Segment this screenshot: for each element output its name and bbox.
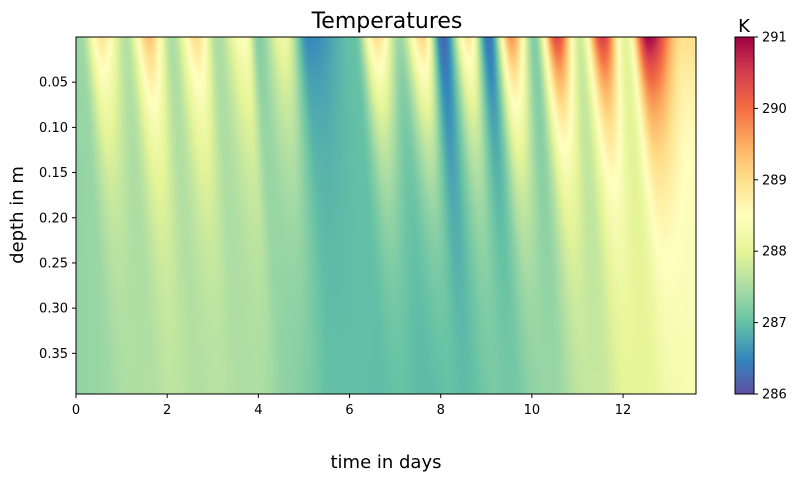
x-tick-label: 12 xyxy=(615,403,632,418)
colorbar-tick-label: 289 xyxy=(762,173,787,188)
colorbar-tick-label: 291 xyxy=(762,31,787,46)
y-tick-label: 0.25 xyxy=(39,256,68,271)
colorbar-tick-label: 290 xyxy=(762,102,787,117)
x-tick-label: 8 xyxy=(437,403,445,418)
y-tick-label: 0.20 xyxy=(39,211,68,226)
colorbar-tick-label: 287 xyxy=(762,316,787,331)
heatmap xyxy=(76,37,696,394)
colorbar-title: K xyxy=(738,16,751,37)
plot-frame xyxy=(75,36,697,395)
colorbar-tick-label: 286 xyxy=(762,388,787,403)
y-tick-label: 0.35 xyxy=(39,347,68,362)
x-tick-label: 4 xyxy=(254,403,262,418)
colorbar-tick-label: 288 xyxy=(762,245,787,260)
x-axis-label: time in days xyxy=(330,452,441,473)
x-tick-label: 10 xyxy=(524,403,541,418)
x-axis: 0 2 4 6 8 10 12 xyxy=(72,394,631,418)
chart-title: Temperatures xyxy=(311,9,463,34)
y-axis: 0.05 0.10 0.15 0.20 0.25 0.30 0.35 xyxy=(39,76,76,362)
y-tick-label: 0.15 xyxy=(39,166,68,181)
x-tick-label: 6 xyxy=(345,403,353,418)
y-tick-label: 0.10 xyxy=(39,121,68,136)
colorbar xyxy=(734,36,755,395)
heatmap-image xyxy=(76,37,696,394)
x-tick-label: 2 xyxy=(163,403,171,418)
colorbar-axis: 286 287 288 289 290 291 xyxy=(754,31,787,403)
y-tick-label: 0.05 xyxy=(39,76,68,91)
y-tick-label: 0.30 xyxy=(39,302,68,317)
y-axis-label: depth in m xyxy=(7,166,28,264)
x-tick-label: 0 xyxy=(72,403,80,418)
